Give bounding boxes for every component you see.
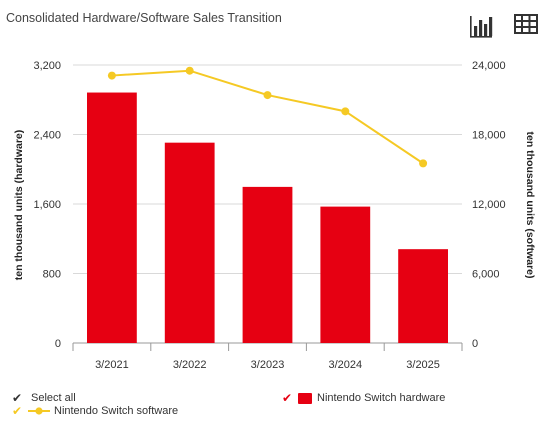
x-tick-label: 3/2025: [406, 359, 440, 371]
y-axis-label-left: ten thousand units (hardware): [13, 130, 25, 281]
y-tick-right: 6,000: [472, 269, 500, 281]
y-axis-label-right: ten thousand units (software): [524, 132, 536, 279]
legend-select-all-label: Select all: [31, 392, 76, 404]
x-tick-label: 3/2024: [328, 359, 362, 371]
bar-hardware: [87, 92, 137, 344]
x-tick-label: 3/2023: [251, 359, 285, 371]
bar-swatch-icon: [298, 392, 312, 404]
point-software: [263, 91, 272, 100]
y-tick-right: 24,000: [472, 60, 506, 72]
x-tick-label: 3/2021: [95, 359, 129, 371]
y-tick-right: 0: [472, 338, 478, 350]
legend-item-software[interactable]: ✔ Nintendo Switch software: [12, 404, 178, 418]
bar-hardware: [242, 186, 293, 343]
y-tick-left: 1,600: [33, 199, 61, 211]
point-software: [185, 66, 194, 75]
line-marker-icon: [28, 407, 50, 415]
x-tick-label: 3/2022: [173, 359, 207, 371]
check-icon: ✔: [282, 391, 293, 405]
y-tick-right: 12,000: [472, 199, 506, 211]
y-tick-left: 3,200: [33, 60, 61, 72]
point-software: [419, 159, 428, 168]
legend-software-label: Nintendo Switch software: [54, 405, 179, 417]
legend-item-hardware[interactable]: ✔ Nintendo Switch hardware: [282, 391, 445, 405]
check-icon: ✔: [12, 391, 23, 405]
point-software: [107, 71, 116, 80]
check-icon: ✔: [12, 404, 23, 418]
legend-hardware-label: Nintendo Switch hardware: [317, 392, 446, 404]
legend-select-all[interactable]: ✔ Select all: [12, 391, 76, 405]
line-software: [111, 69, 424, 165]
bar-chart-icon[interactable]: [468, 12, 494, 38]
y-tick-right: 18,000: [472, 130, 506, 142]
bar-hardware: [320, 206, 371, 343]
table-icon[interactable]: [514, 12, 540, 38]
y-tick-left: 800: [43, 269, 61, 281]
chart-title: Consolidated Hardware/Software Sales Tra…: [6, 11, 282, 25]
y-tick-left: 2,400: [33, 130, 61, 142]
bar-hardware: [398, 249, 448, 343]
bar-hardware: [164, 142, 215, 343]
point-software: [341, 107, 350, 116]
y-tick-left: 0: [55, 338, 61, 350]
